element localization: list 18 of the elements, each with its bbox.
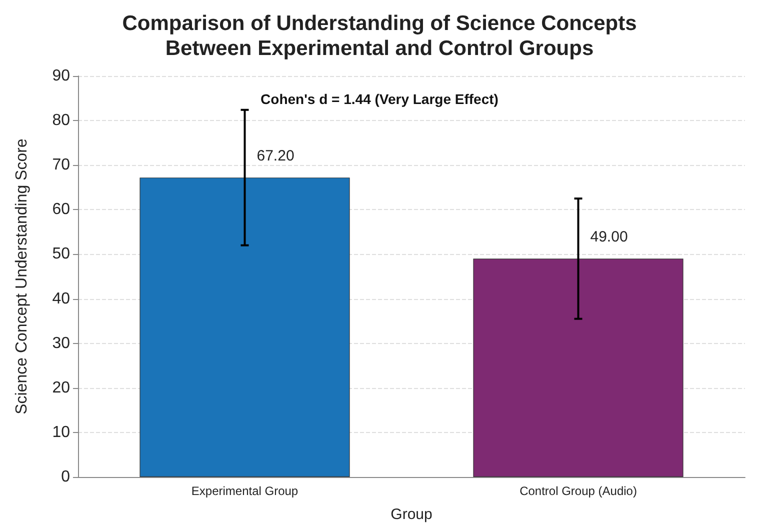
y-tick-label: 10 [52, 424, 70, 441]
y-tick-label: 70 [52, 156, 70, 174]
y-tick-label: 30 [52, 334, 70, 352]
data-label: 49.00 [590, 228, 628, 246]
x-tick-label: Experimental Group [191, 484, 298, 498]
y-tick-label: 0 [61, 468, 70, 486]
x-tick-label: Control Group (Audio) [520, 484, 637, 498]
x-axis-title: Group [390, 506, 432, 523]
y-tick-label: 60 [52, 201, 70, 218]
y-tick-label: 80 [52, 112, 70, 130]
y-tick-label: 90 [52, 68, 70, 84]
y-axis-title: Science Concept Understanding Score [14, 138, 30, 414]
annotation: Cohen's d = 1.44 (Very Large Effect) [260, 91, 498, 107]
data-label: 67.20 [256, 148, 294, 165]
y-tick-label: 20 [52, 379, 70, 396]
y-tick-label: 50 [52, 246, 70, 263]
y-tick-label: 40 [52, 290, 70, 308]
chart-title: Comparison of Understanding of Science Concepts Between Experimental and Control Groups [122, 12, 637, 60]
